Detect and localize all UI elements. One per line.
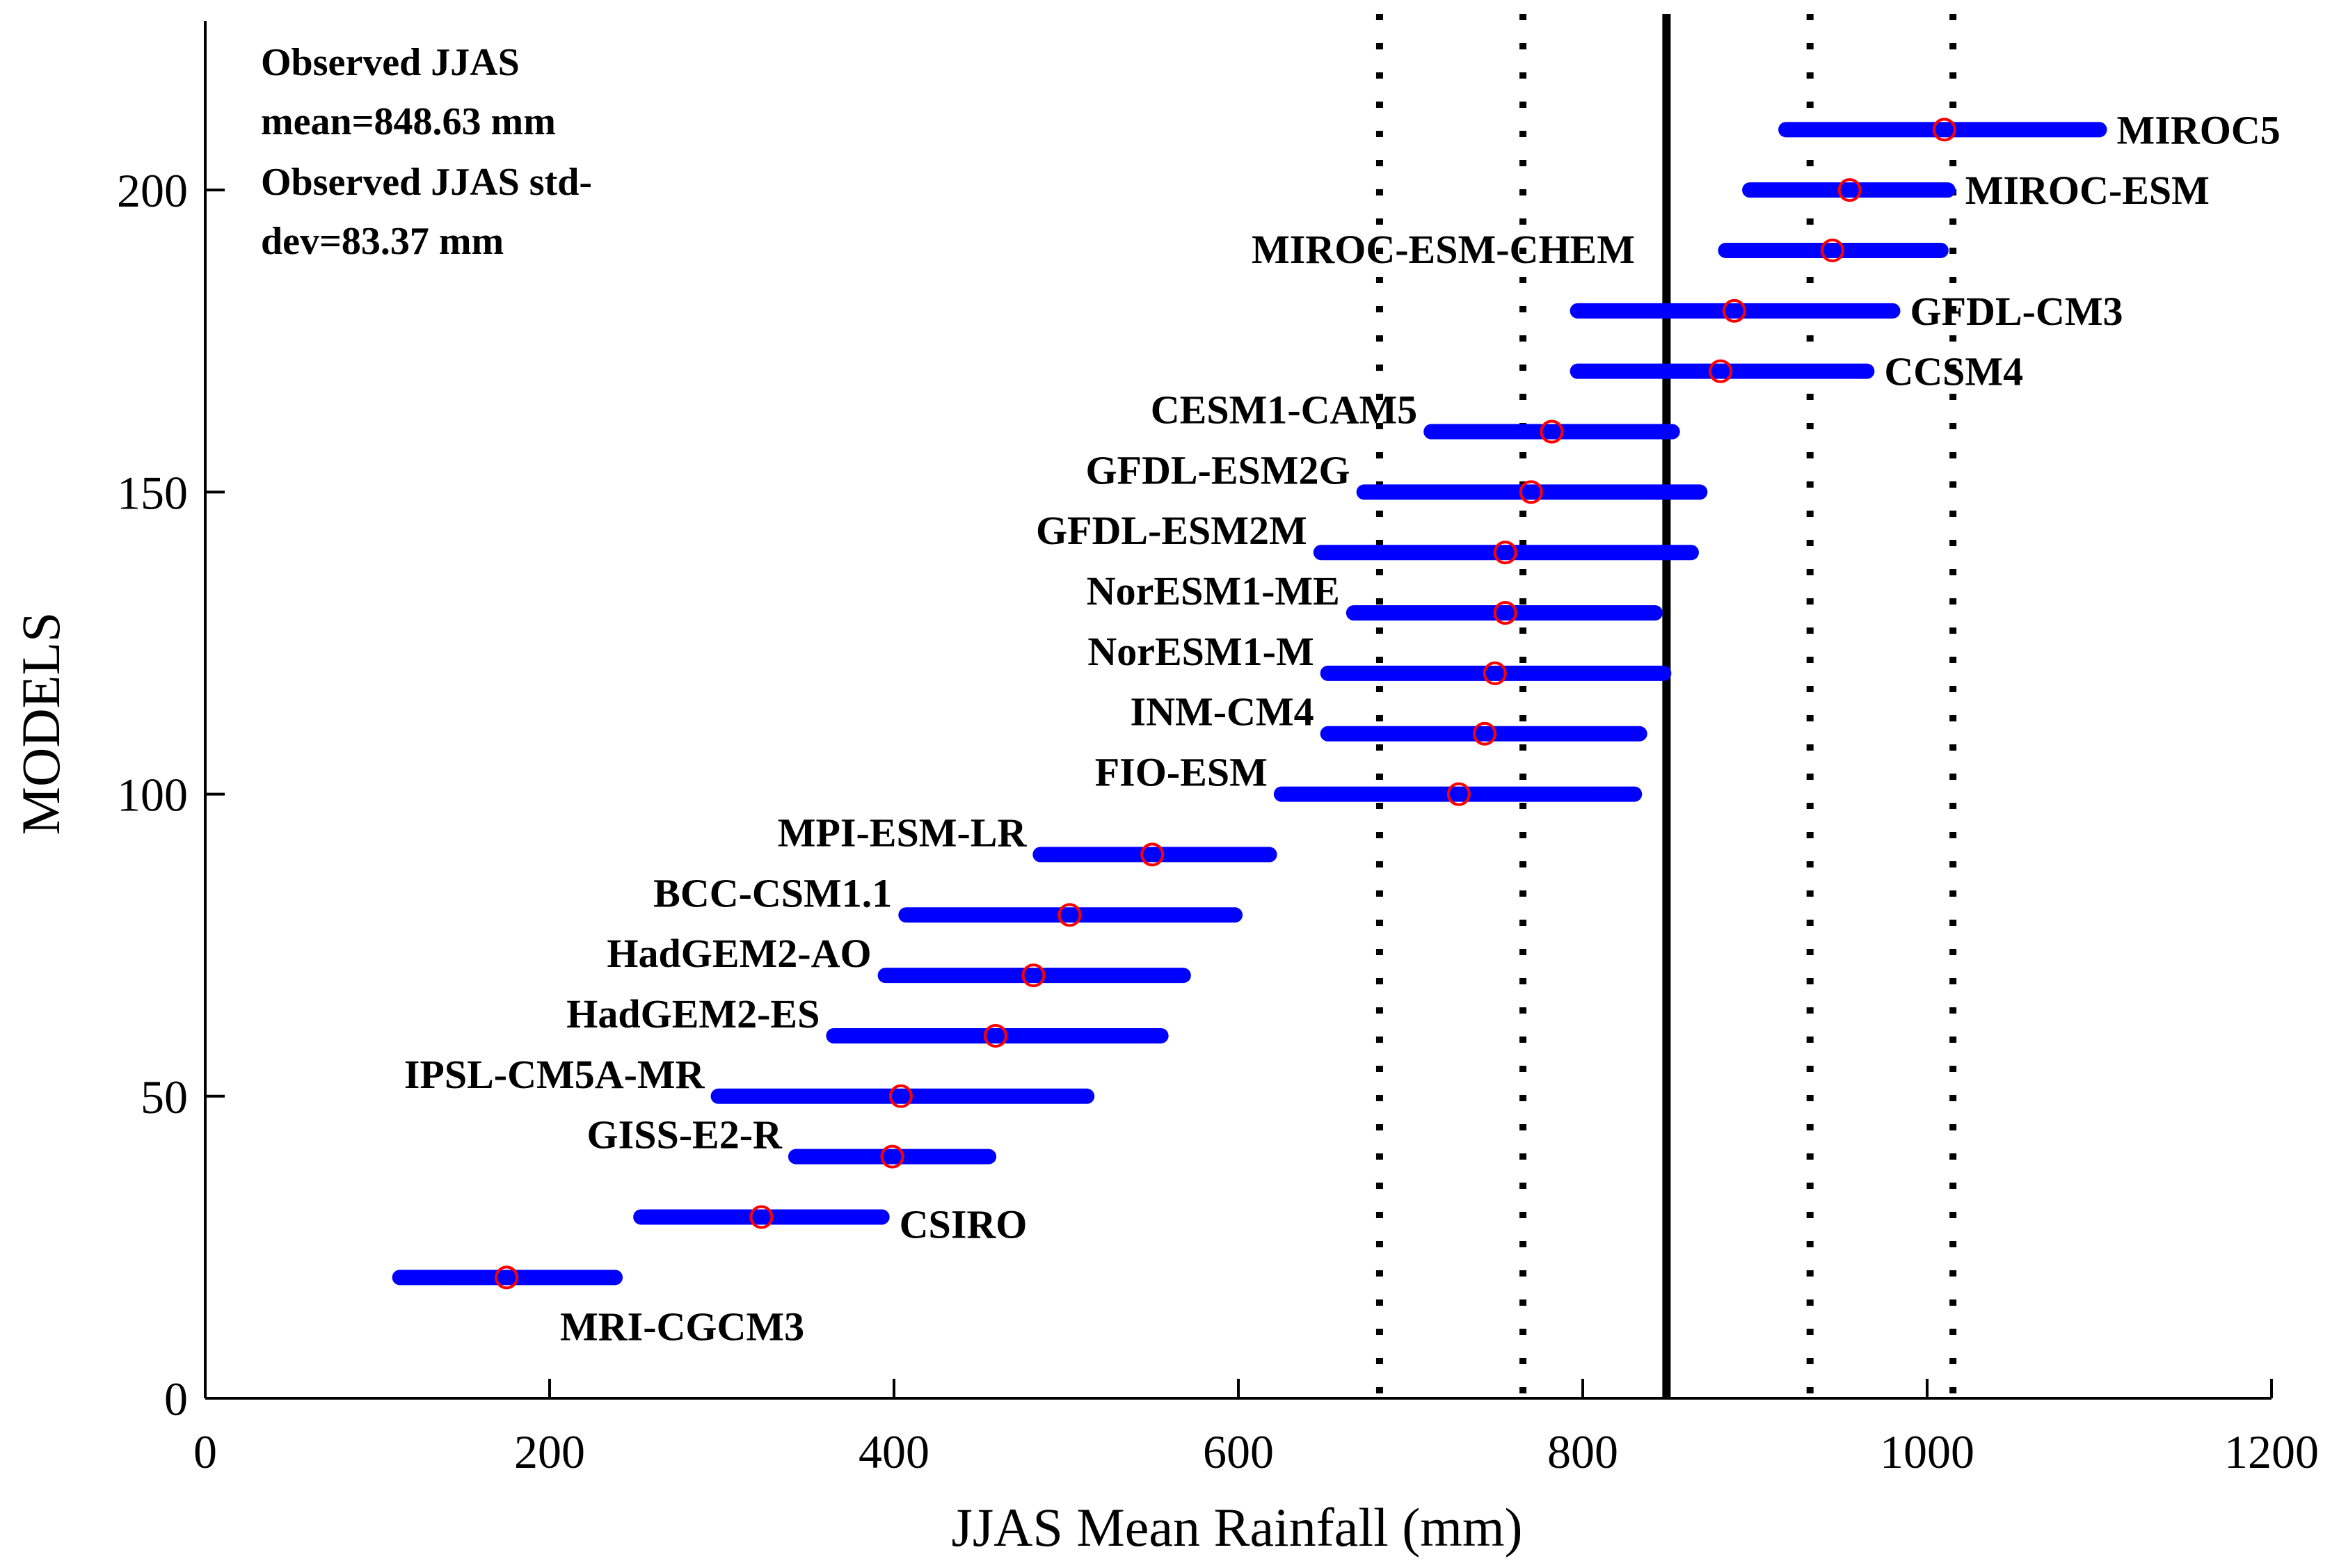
mean-marker-HadGEM2-ES <box>984 1023 1008 1048</box>
mean-marker-NorESM1-ME <box>1493 601 1517 625</box>
mean-marker-IPSL-CM5A-MR <box>888 1084 913 1108</box>
model-label-MIROC-ESM: MIROC-ESM <box>1965 168 2210 213</box>
annotation-line-4: dev=83.37 mm <box>261 220 504 263</box>
x-tick-label: 600 <box>1203 1425 1274 1478</box>
x-tick-label: 800 <box>1547 1425 1618 1478</box>
model-label-GFDL-CM3: GFDL-CM3 <box>1910 289 2123 334</box>
model-labels: MIROC5 MIROC-ESM MIROC-ESM-CHEM GFDL-CM3 CCS… <box>404 107 2281 1349</box>
model-label-MRI-CGCM3: MRI-CGCM3 <box>560 1304 804 1349</box>
x-tick-label: 400 <box>859 1425 929 1478</box>
mean-marker-NorESM1-M <box>1483 661 1507 685</box>
mean-marker-BCC-CSM1.1 <box>1057 903 1082 927</box>
mean-marker-GFDL-ESM2G <box>1519 480 1543 504</box>
model-label-GFDL-ESM2M: GFDL-ESM2M <box>1036 508 1307 553</box>
mean-marker-MPI-ESM-LR <box>1140 842 1165 867</box>
mean-marker-GFDL-ESM2M <box>1493 541 1517 565</box>
x-tick-label: 1000 <box>1880 1425 1974 1478</box>
model-label-HadGEM2-AO: HadGEM2-AO <box>607 931 871 976</box>
model-label-IPSL-CM5A-MR: IPSL-CM5A-MR <box>404 1052 705 1097</box>
mean-marker-HadGEM2-AO <box>1021 963 1046 988</box>
model-label-NorESM1-M: NorESM1-M <box>1087 629 1314 674</box>
model-ranges <box>392 118 2107 1290</box>
reference-lines <box>1375 14 1957 1398</box>
y-tick-label: 200 <box>117 164 188 217</box>
annotation-line-2: mean=848.63 mm <box>261 100 556 143</box>
mean-marker-GISS-E2-R <box>880 1144 904 1169</box>
mean-marker-MIROC-ESM <box>1837 178 1862 202</box>
model-label-BCC-CSM1.1: BCC-CSM1.1 <box>653 870 892 915</box>
y-tick-label: 100 <box>117 769 188 822</box>
x-tick-label: 200 <box>514 1425 585 1478</box>
mean-marker-MIROC-ESM-CHEM <box>1820 239 1844 262</box>
x-tick-label: 0 <box>193 1425 217 1478</box>
model-label-MPI-ESM-LR: MPI-ESM-LR <box>778 810 1028 855</box>
mean-marker-CCSM4 <box>1709 359 1732 383</box>
annotation-line-1: Observed JJAS <box>261 41 520 84</box>
model-label-CSIRO: CSIRO <box>900 1201 1028 1247</box>
model-label-MIROC5: MIROC5 <box>2117 107 2281 152</box>
model-label-NorESM1-ME: NorESM1-ME <box>1087 568 1340 614</box>
model-label-GFDL-ESM2G: GFDL-ESM2G <box>1085 447 1350 493</box>
x-tick-label: 1200 <box>2224 1425 2319 1478</box>
y-tick-label: 150 <box>117 466 188 519</box>
model-label-GISS-E2-R: GISS-E2-R <box>587 1112 783 1158</box>
annotation-line-3: Observed JJAS std- <box>261 161 592 204</box>
mean-marker-MIROC5 <box>1932 118 1956 142</box>
mean-marker-FIO-ESM <box>1446 782 1471 806</box>
y-tick-label: 50 <box>141 1071 188 1123</box>
model-label-MIROC-ESM-CHEM: MIROC-ESM-CHEM <box>1252 227 1635 272</box>
observed-annotation: Observed JJAS mean=848.63 mm Observed JJ… <box>261 41 592 263</box>
mean-marker-INM-CM4 <box>1472 721 1496 746</box>
mean-marker-MRI-CGCM3 <box>495 1265 519 1290</box>
mean-marker-CESM1-CAM5 <box>1540 419 1564 444</box>
model-label-HadGEM2-ES: HadGEM2-ES <box>566 991 820 1037</box>
x-axis-ticks: 0 200 400 600 800 1000 1200 <box>193 1379 2319 1478</box>
y-tick-label: 0 <box>164 1373 188 1425</box>
x-axis-title: JJAS Mean Rainfall (mm) <box>951 1497 1522 1558</box>
model-label-CESM1-CAM5: CESM1-CAM5 <box>1151 387 1417 433</box>
model-label-CCSM4: CCSM4 <box>1884 349 2023 394</box>
model-label-INM-CM4: INM-CM4 <box>1131 689 1314 735</box>
mean-marker-CSIRO <box>749 1205 774 1229</box>
model-label-FIO-ESM: FIO-ESM <box>1095 750 1268 795</box>
y-axis-ticks: 0 50 100 150 200 <box>117 164 225 1425</box>
y-axis-title: MODELS <box>10 612 71 835</box>
mean-marker-GFDL-CM3 <box>1722 298 1746 323</box>
